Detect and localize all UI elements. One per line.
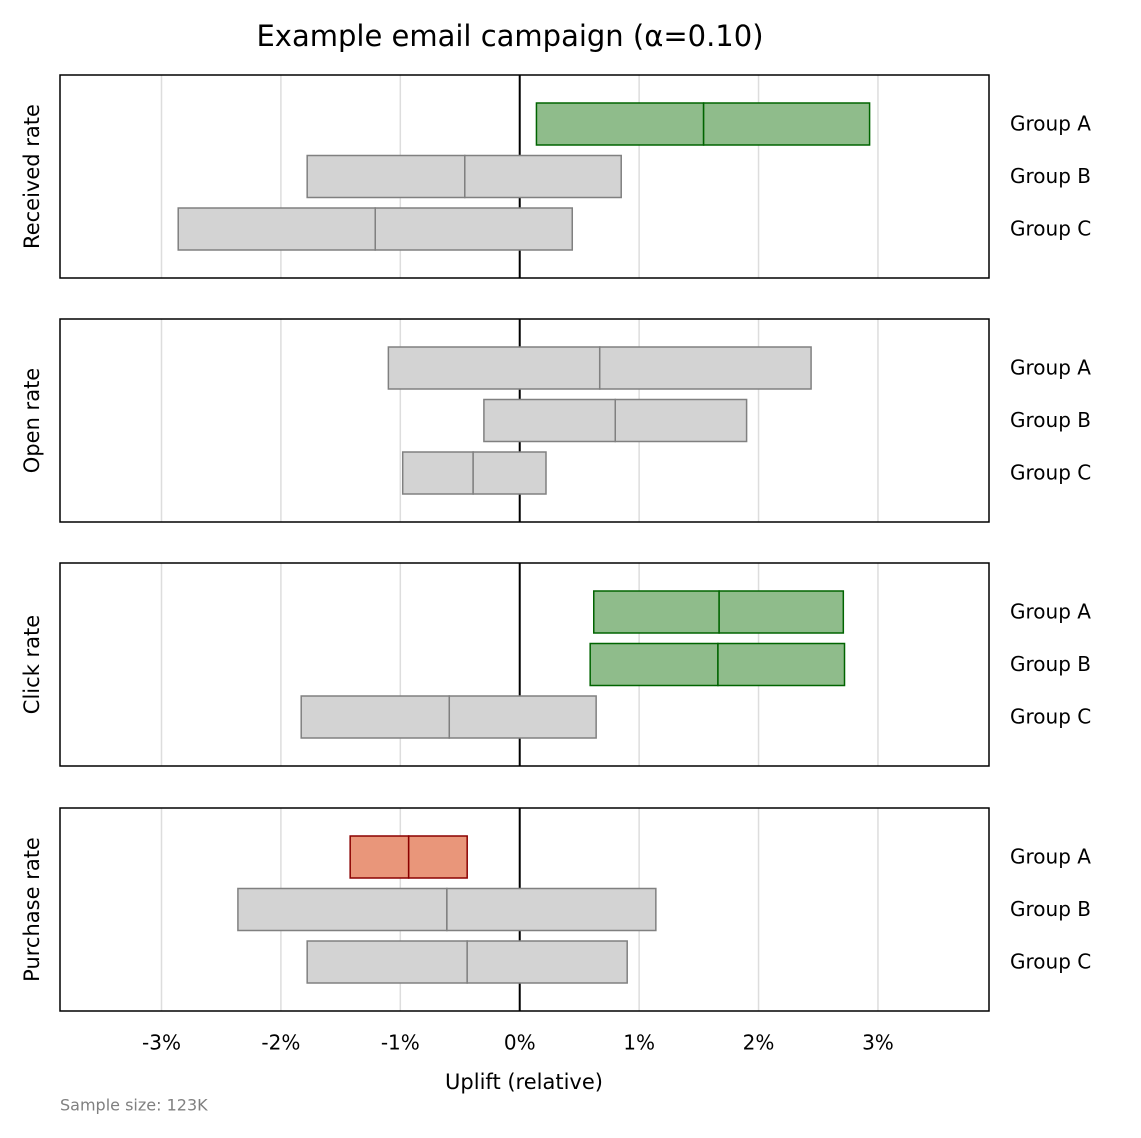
y-axis-label: Open rate bbox=[20, 368, 44, 473]
x-tick-label: -2% bbox=[261, 1031, 300, 1055]
category-label: Group B bbox=[1010, 164, 1091, 188]
interval-upper bbox=[407, 835, 468, 879]
x-axis-label: Uplift (relative) bbox=[445, 1070, 603, 1094]
interval-upper bbox=[446, 887, 657, 932]
interval-upper bbox=[472, 451, 547, 495]
panel-frame bbox=[59, 807, 990, 1012]
interval-lower bbox=[177, 207, 376, 251]
interval-upper bbox=[448, 695, 597, 739]
y-axis-label: Received rate bbox=[20, 104, 44, 249]
interval-upper bbox=[702, 102, 871, 146]
interval-lower bbox=[387, 346, 601, 390]
x-tick-label: -3% bbox=[142, 1031, 181, 1055]
interval-upper bbox=[614, 398, 748, 443]
category-label: Group C bbox=[1010, 217, 1091, 241]
chart-title: Example email campaign (α=0.10) bbox=[256, 19, 763, 53]
x-tick-label: 2% bbox=[743, 1031, 775, 1055]
interval-upper bbox=[466, 940, 628, 984]
interval-upper bbox=[374, 207, 574, 251]
interval-upper bbox=[464, 154, 622, 199]
interval-lower bbox=[593, 590, 720, 634]
interval-lower bbox=[483, 398, 617, 443]
x-tick-label: 1% bbox=[623, 1031, 655, 1055]
x-tick-label: 3% bbox=[862, 1031, 894, 1055]
interval-upper bbox=[717, 642, 846, 687]
y-axis-label: Click rate bbox=[20, 615, 44, 714]
category-label: Group B bbox=[1010, 408, 1091, 432]
category-label: Group B bbox=[1010, 652, 1091, 676]
category-label: Group A bbox=[1010, 845, 1091, 869]
interval-lower bbox=[237, 887, 448, 932]
interval-lower bbox=[589, 642, 719, 687]
panel-frame bbox=[59, 318, 990, 523]
x-tick-label: 0% bbox=[504, 1031, 536, 1055]
category-label: Group A bbox=[1010, 600, 1091, 624]
x-tick-label: -1% bbox=[381, 1031, 420, 1055]
interval-upper bbox=[718, 590, 845, 634]
interval-upper bbox=[598, 346, 812, 390]
category-label: Group B bbox=[1010, 897, 1091, 921]
panel-frame bbox=[59, 562, 990, 767]
panel-frame bbox=[59, 74, 990, 279]
category-label: Group C bbox=[1010, 705, 1091, 729]
category-label: Group C bbox=[1010, 461, 1091, 485]
interval-lower bbox=[349, 835, 410, 879]
interval-lower bbox=[300, 695, 451, 739]
y-axis-label: Purchase rate bbox=[20, 837, 44, 982]
category-label: Group A bbox=[1010, 356, 1091, 380]
footnote: Sample size: 123K bbox=[60, 1096, 208, 1115]
category-label: Group C bbox=[1010, 950, 1091, 974]
interval-lower bbox=[306, 940, 468, 984]
interval-lower bbox=[535, 102, 705, 146]
interval-lower bbox=[401, 451, 474, 495]
category-label: Group A bbox=[1010, 112, 1091, 136]
interval-lower bbox=[306, 154, 466, 199]
